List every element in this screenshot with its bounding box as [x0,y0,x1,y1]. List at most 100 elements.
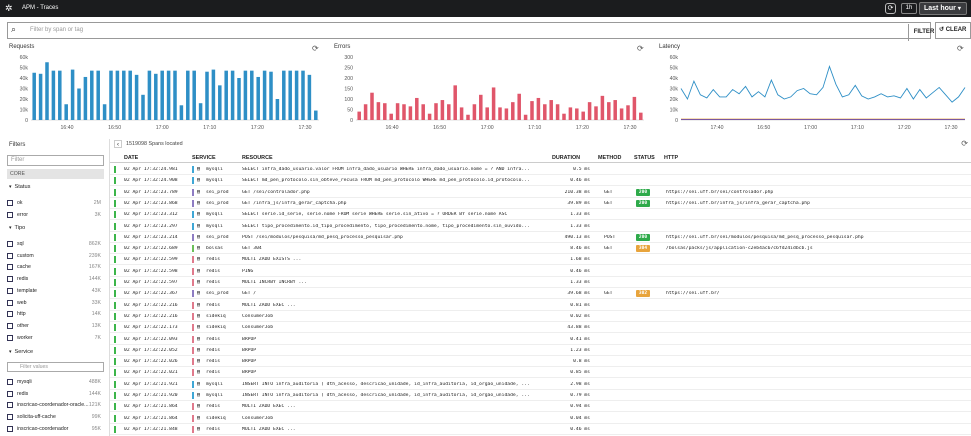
table-row[interactable]: 02 Apr 17:32:23.789 ▤ sei_prod GET /sei/con… [110,187,971,198]
table-row[interactable]: 02 Apr 17:32:21.864 ▤ sidekiq ConsumerJob 0.… [110,413,971,424]
refresh-icon[interactable]: ⟳ [312,44,319,53]
x-tick-label: 17:20 [576,125,589,131]
column-header-method[interactable]: METHOD [598,155,622,161]
table-row[interactable]: 02 Apr 17:32:23.297 ▤ mysqli SELECT tipo_pr… [110,221,971,232]
filter-item[interactable]: http 14K [7,309,104,319]
table-row[interactable]: 02 Apr 17:32:23.312 ▤ mysqli SELECT serie.i… [110,209,971,221]
filters-search-input[interactable]: Filter [7,155,104,166]
filter-item[interactable]: custom 239K [7,251,104,261]
filter-item[interactable]: solicita-uff-cache 99K [7,412,104,422]
table-row[interactable]: 02 Apr 17:32:22.598 ▤ redis PING 0.46 ms [110,266,971,277]
column-header-status[interactable]: STATUS [634,155,655,161]
y-tick-label: 200 [344,76,353,82]
search-icon: ⌕ [11,24,17,34]
checkbox[interactable] [7,311,13,318]
service-icon: ▤ [197,380,201,387]
checkbox[interactable] [7,252,13,259]
checkbox[interactable] [7,200,13,206]
row-resource: SELECT serie.id_serie, serie.nome FROM s… [242,212,508,218]
refresh-icon[interactable]: ⟳ [957,44,964,53]
filter-item[interactable]: redis 144K [7,389,104,399]
clear-button[interactable]: ↺ CLEAR [935,22,971,39]
table-row[interactable]: 02 Apr 17:32:21.864 ▤ redis MULTI ZADD EXEC… [110,401,971,413]
search-input[interactable]: ⌕ Filter by span or tag FILTER [7,22,934,41]
service-color-bar [192,279,194,286]
checkbox[interactable] [7,287,13,294]
table-row[interactable]: 02 Apr 17:32:24.908 ▤ mysqli SELECT md_pen_… [110,175,971,187]
refresh-icon[interactable]: ⟳ [885,3,896,14]
table-row[interactable]: 02 Apr 17:32:22.052 ▤ redis BRPOP 1.23 ms [110,345,971,356]
table-row[interactable]: 02 Apr 17:32:22.026 ▤ redis BRPOP 0.8 ms [110,356,971,368]
table-row[interactable]: 02 Apr 17:32:21.921 ▤ mysqli INSERT INTO in… [110,379,971,390]
refresh-icon[interactable]: ⟳ [637,44,644,53]
checkbox[interactable] [7,390,13,397]
table-row[interactable]: 02 Apr 17:32:22.597 ▤ redis MULTI INCRBY IN… [110,277,971,288]
status-badge: 200 [636,233,650,241]
checkbox[interactable] [7,211,13,218]
checkbox[interactable] [7,334,13,341]
collapse-icon[interactable]: ‹ [114,140,122,148]
checkbox[interactable] [7,276,13,283]
table-row[interactable]: 02 Apr 17:32:22.021 ▤ redis BRPOP 0.85 ms [110,367,971,379]
filter-item[interactable]: ok 2M [7,198,104,208]
range-1h-button[interactable]: 1h [901,3,917,14]
filter-item[interactable]: inscricao-coordenador-oracle... 121K [7,400,104,410]
filter-item-count: 144K [88,390,101,397]
filter-item[interactable]: worker 7K [7,333,104,343]
column-header-date[interactable]: DATE [124,155,139,161]
checkbox[interactable] [7,425,13,432]
row-resource: GET / [242,291,257,297]
checkbox[interactable] [7,322,13,329]
table-row[interactable]: 02 Apr 17:32:22.599 ▤ redis MULTI ZADD EXIS… [110,254,971,266]
table-row[interactable]: 02 Apr 17:32:22.216 ▤ redis MULTI ZADD EXEC… [110,300,971,311]
table-row[interactable]: 02 Apr 17:32:21.920 ▤ mysqli INSERT INTO in… [110,390,971,401]
service-color-bar [192,245,194,253]
filter-item[interactable]: other 13K [7,321,104,331]
column-header-http[interactable]: HTTP [664,155,679,161]
table-row[interactable]: 02 Apr 17:32:22.367 ▤ sei_prod GET / 39.68 m… [110,288,971,300]
column-header-duration[interactable]: DURATION [552,155,581,161]
filter-item[interactable]: mysqli 488K [7,377,104,387]
checkbox[interactable] [7,414,13,421]
table-row[interactable]: 02 Apr 17:32:23.868 ▤ sei_prod GET /infra_j… [110,198,971,209]
column-header-service[interactable]: SERVICE [192,155,216,161]
chart-bar [250,70,254,120]
filter-item[interactable]: web 33K [7,298,104,308]
row-date: 02 Apr 17:32:23.312 [124,212,178,218]
table-row[interactable]: 02 Apr 17:32:22.173 ▤ sidekiq ConsumerJob 43… [110,322,971,334]
table-row[interactable]: 02 Apr 17:32:22.216 ▤ sidekiq ConsumerJob 0.… [110,311,971,322]
filter-item[interactable]: sql 862K [7,239,104,249]
time-range-select[interactable]: Last hour ▾ [919,2,967,15]
filter-item[interactable]: template 43K [7,286,104,296]
status-group-header[interactable]: ▾ Status [9,184,30,190]
filter-button[interactable]: FILTER [908,24,939,41]
filter-item[interactable]: cache 167K [7,262,104,272]
column-header-resource[interactable]: RESOURCE [242,155,273,161]
table-row[interactable]: 02 Apr 17:32:21.848 ▤ redis MULTI ZADD EXEC… [110,424,971,435]
service-icon: ▤ [197,414,201,421]
chart-bar [237,78,241,120]
filter-item[interactable]: inscricao-coordenador 95K [7,424,104,434]
service-color-bar [192,358,194,366]
core-section-header[interactable]: CORE [7,169,104,179]
filter-item[interactable]: redis 144K [7,274,104,284]
filter-item[interactable]: error 3K [7,210,104,220]
span-status-indicator [114,335,116,343]
row-http: /bolsas/packs/js/application-c2eb4ac67c6… [666,246,813,252]
chart-bar [383,103,387,120]
table-row[interactable]: 02 Apr 17:32:22.689 ▤ bolsas GET 304 8.46 ms… [110,243,971,255]
tipo-group-header[interactable]: ▾ Tipo [9,225,25,231]
checkbox[interactable] [7,402,13,409]
checkbox[interactable] [7,264,13,271]
checkbox[interactable] [7,299,13,306]
checkbox[interactable] [7,241,13,247]
table-row[interactable]: 02 Apr 17:32:22.093 ▤ redis BRPOP 0.41 ms [110,334,971,345]
table-row[interactable]: 02 Apr 17:32:23.214 ▤ sei_prod POST /sei/mo… [110,232,971,243]
refresh-icon[interactable]: ⟳ [961,139,968,148]
filter-item-label: redis [17,390,29,397]
table-row[interactable]: 02 Apr 17:32:24.981 ▤ mysqli SELECT infra_d… [110,164,971,175]
row-resource: BRPOP [242,370,257,376]
service-group-header[interactable]: ▾ Service [9,349,33,355]
checkbox[interactable] [7,379,13,385]
service-filter-input[interactable]: Filter values [7,362,104,372]
